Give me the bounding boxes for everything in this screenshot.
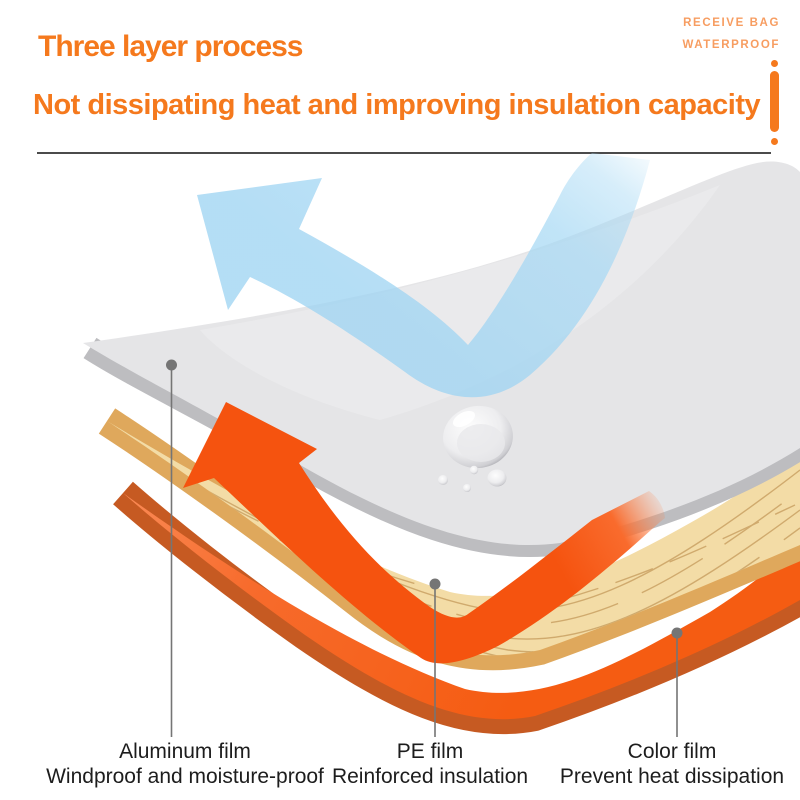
aluminum-film-name: Aluminum film [119, 740, 251, 763]
eyebrow-line1: RECEIVE BAG [683, 17, 780, 29]
eyebrow-line2: WATERPROOF [682, 39, 780, 51]
pe-film-layer-shape [107, 421, 800, 656]
label-pe-film: PE film Reinforced insulation [260, 739, 600, 789]
page-subtitle: Not dissipating heat and improving insul… [33, 89, 761, 121]
aluminum-film-description: Windproof and moisture-proof [46, 765, 324, 788]
water-bounce-arrow [197, 153, 650, 398]
color-film-layer-shape [123, 493, 800, 720]
label-color-film: Color film Prevent heat dissipation [502, 739, 800, 789]
page-title: Three layer process [38, 30, 303, 63]
heat-reflect-arrow [183, 402, 665, 664]
leader-dot-aluminum [166, 359, 177, 371]
header-divider [37, 152, 771, 154]
pe-film-name: PE film [396, 740, 464, 763]
eyebrow-badge: RECEIVE BAG WATERPROOF [682, 12, 780, 56]
pe-film-description: Reinforced insulation [331, 765, 529, 788]
leader-dot-color [671, 627, 683, 639]
accent-bar [770, 71, 779, 132]
color-film-description: Prevent heat dissipation [559, 765, 785, 788]
accent-dot-top [771, 60, 778, 67]
water-droplet [438, 405, 513, 492]
accent-dot-bottom [771, 138, 778, 145]
color-film-name: Color film [627, 740, 717, 763]
leader-dots [166, 359, 683, 639]
label-aluminum-film: Aluminum film Windproof and moisture-pro… [15, 739, 355, 789]
leader-lines [170, 368, 678, 737]
leader-dot-pe [429, 578, 441, 590]
